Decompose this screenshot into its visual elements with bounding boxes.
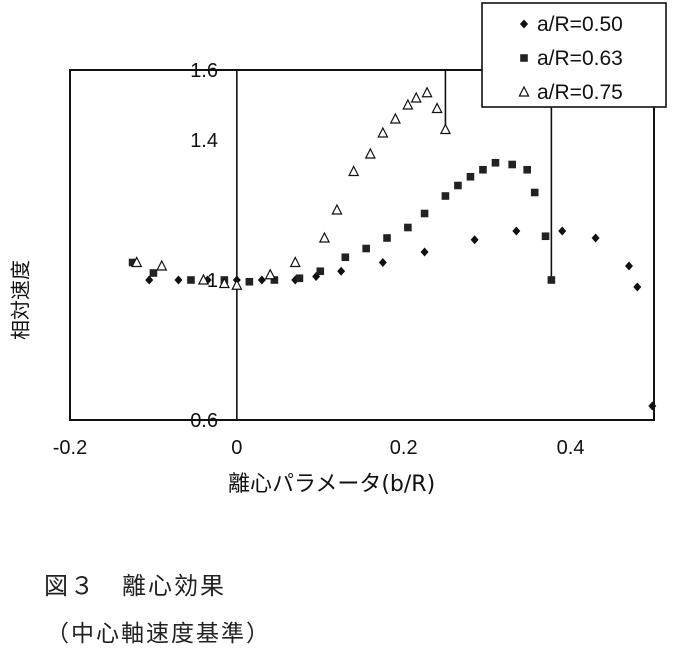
series-0-point-4 xyxy=(257,275,266,285)
legend-marker-0 xyxy=(520,19,528,29)
series-2-point-9 xyxy=(348,165,360,177)
series-0-point-9 xyxy=(420,247,429,257)
series-2-point-0 xyxy=(131,256,143,268)
series-2-point-4 xyxy=(231,278,243,290)
series-1-point-9 xyxy=(362,244,370,253)
series-1-point-15 xyxy=(466,172,475,181)
series-1-point-1 xyxy=(149,269,158,277)
series-2-point-13 xyxy=(402,98,414,110)
series-2-point-14 xyxy=(410,91,422,103)
series-1-point-16 xyxy=(479,165,487,174)
series-0-point-13 xyxy=(591,233,600,243)
series-2-point-12 xyxy=(389,112,401,124)
series-1-point-6 xyxy=(295,274,304,283)
figure-subtitle: （中心軸速度基準） xyxy=(46,621,271,647)
x-tick-label-1: 0 xyxy=(231,437,242,459)
legend: a/R=0.50 a/R=0.63 a/R=0.75 xyxy=(481,2,667,108)
series-2-point-6 xyxy=(289,256,301,268)
series-2-point-15 xyxy=(421,86,433,98)
plot-frame xyxy=(69,69,655,421)
series-2-point-2 xyxy=(197,273,210,285)
series-1-point-19 xyxy=(523,165,531,174)
series-0-point-10 xyxy=(470,235,479,245)
x-tick-label-0: -0.2 xyxy=(53,437,87,459)
series-0-point-1 xyxy=(174,275,183,285)
y-tick-label-2: 1.4 xyxy=(190,130,218,152)
series-0-point-11 xyxy=(512,226,521,236)
series-1-point-0 xyxy=(128,258,137,267)
y-tick-label-1: 1 xyxy=(207,270,218,292)
series-2-point-1 xyxy=(156,259,168,271)
series-1-point-4 xyxy=(245,277,254,286)
series-1-point-22 xyxy=(547,276,556,284)
series-2-point-3 xyxy=(218,277,230,289)
series-2-point-17 xyxy=(439,123,452,135)
series-1-point-17 xyxy=(491,158,500,167)
series-0-point-8 xyxy=(378,258,387,267)
series-2-point-7 xyxy=(318,231,331,243)
y-tick-label-3: 1.6 xyxy=(190,60,218,82)
x-tick-label-3: 0.4 xyxy=(557,437,585,459)
series-0-point-15 xyxy=(633,282,642,292)
y-axis-label: 相対速度 xyxy=(8,260,33,340)
series-0-point-0 xyxy=(145,275,154,285)
axis-ticks: -0.2 0 0.2 0.4 0.6 1 1.4 1.6 xyxy=(53,60,585,459)
series-0-point-14 xyxy=(624,261,633,271)
series-0-point-7 xyxy=(337,266,346,276)
series-2-point-16 xyxy=(431,102,443,114)
series-2-point-10 xyxy=(364,147,376,159)
series-1-point-20 xyxy=(530,188,539,197)
legend-marker-2 xyxy=(518,85,530,97)
legend-marker-1 xyxy=(520,54,528,62)
legend-label-1: a/R=0.63 xyxy=(537,47,623,70)
figure-title: 図３ 離心効果 xyxy=(44,572,226,600)
legend-box xyxy=(481,2,667,108)
x-axis-label: 離心パラメータ(b/R) xyxy=(228,472,436,497)
x-tick-label-2: 0.2 xyxy=(390,437,418,459)
y-tick-label-0: 0.6 xyxy=(190,410,218,432)
y-axis-label-box: 相対速度 xyxy=(6,240,33,360)
series-2-point-8 xyxy=(331,203,343,215)
series-1-point-21 xyxy=(541,232,550,241)
series-1-point-13 xyxy=(441,192,450,200)
series-1-point-11 xyxy=(404,223,412,232)
series-1-point-18 xyxy=(508,160,516,169)
series-1-point-12 xyxy=(420,209,429,218)
series-1-point-2 xyxy=(187,276,195,284)
legend-label-0: a/R=0.50 xyxy=(537,13,623,36)
series-1-point-8 xyxy=(341,253,350,262)
series-0-point-12 xyxy=(558,226,567,236)
series-1-point-5 xyxy=(270,276,279,284)
series-1-point-14 xyxy=(454,181,462,190)
series-2-point-11 xyxy=(377,126,389,138)
series-0-point-16 xyxy=(648,401,657,411)
series-1-point-7 xyxy=(316,267,325,276)
data-marks xyxy=(128,86,657,411)
legend-label-2: a/R=0.75 xyxy=(537,81,623,104)
series-2-point-5 xyxy=(264,268,276,280)
series-1-point-10 xyxy=(383,234,391,242)
